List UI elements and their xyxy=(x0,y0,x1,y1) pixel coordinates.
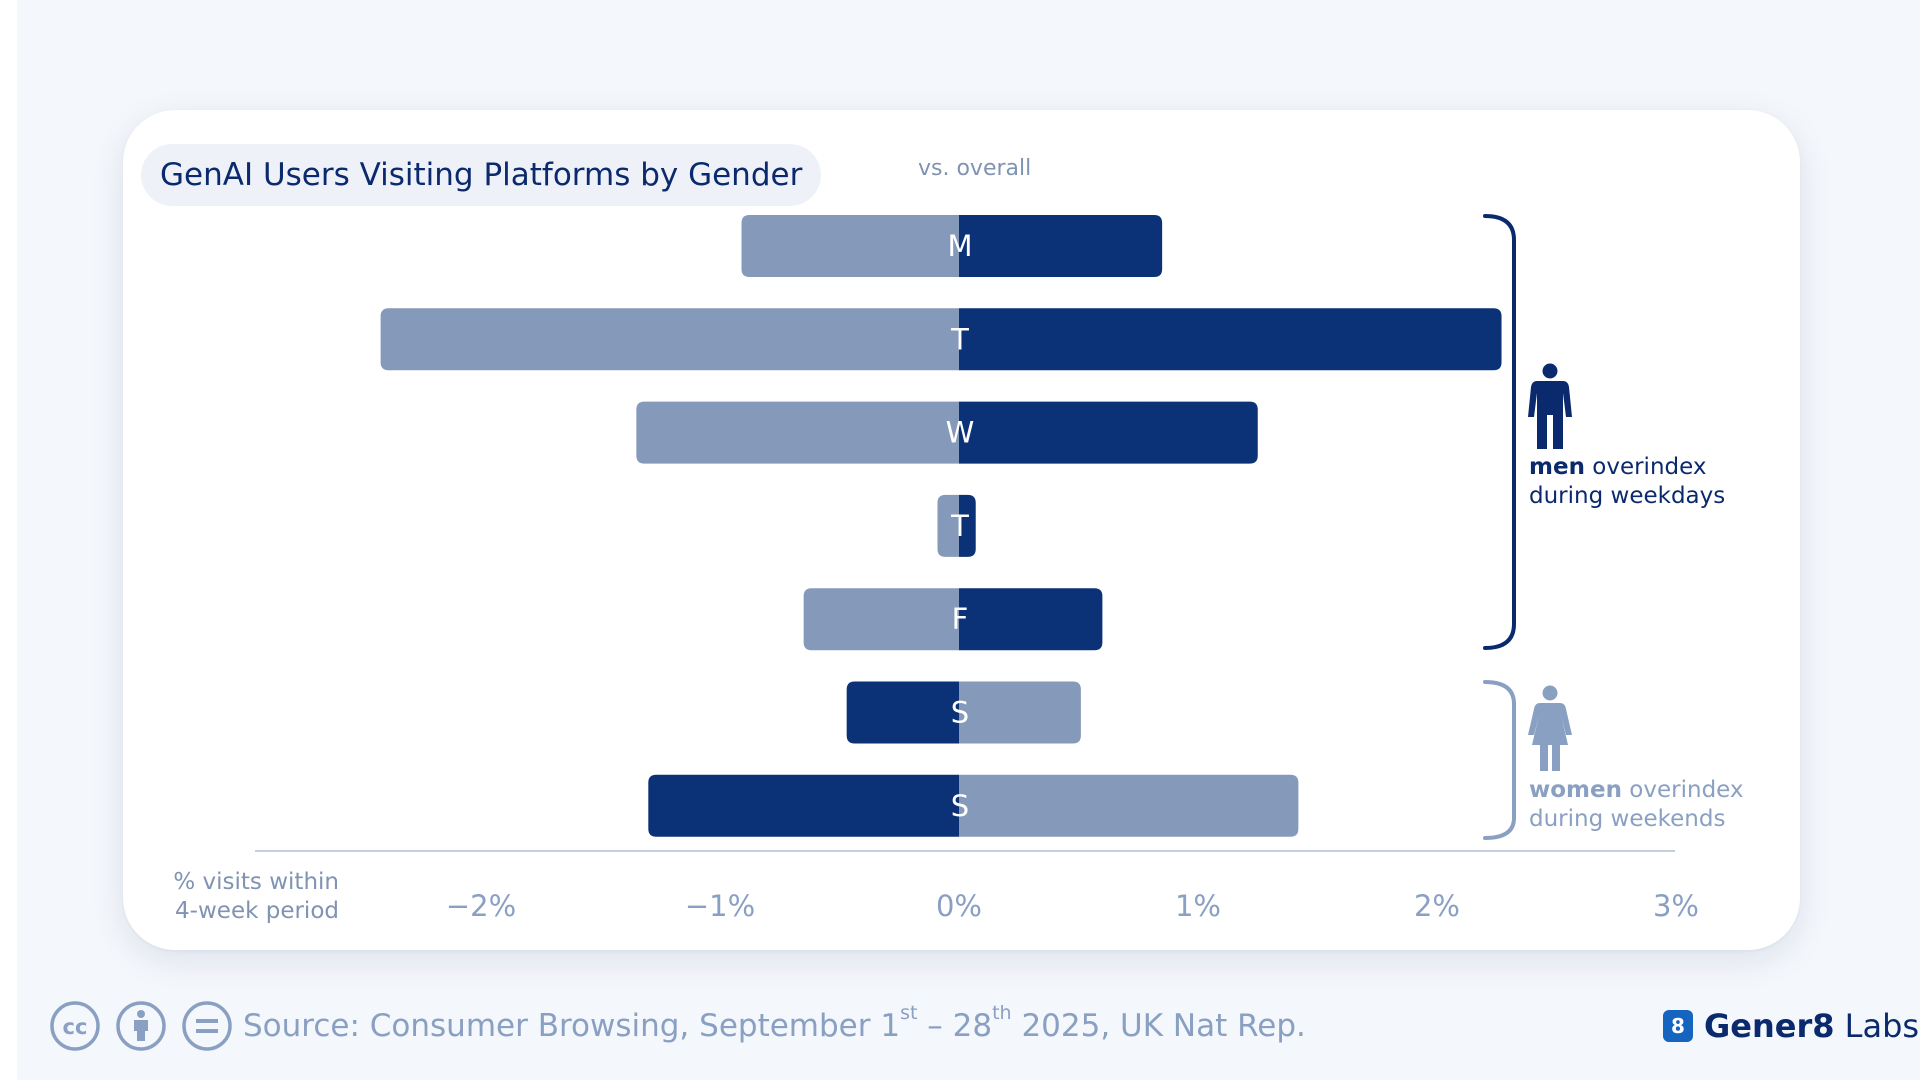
day-label-2: T xyxy=(950,322,969,356)
woman-icon xyxy=(1528,685,1572,771)
bar-women-1 xyxy=(741,215,959,277)
footer: cc Source: Consumer Browsing, September … xyxy=(49,999,1306,1053)
bar-women-6 xyxy=(959,681,1081,744)
bar-men-4 xyxy=(959,494,976,557)
brand-name-rest: Labs xyxy=(1834,1007,1920,1045)
no-derivatives-icon[interactable] xyxy=(181,1000,233,1052)
day-label-5: F xyxy=(952,602,969,636)
day-label-4: T xyxy=(950,509,969,543)
bar-men-2 xyxy=(959,308,1502,371)
day-label-1: M xyxy=(947,229,972,263)
day-label-6: S xyxy=(951,696,969,730)
man-icon xyxy=(1528,363,1572,449)
day-label-7: S xyxy=(951,789,969,823)
bar-women-2 xyxy=(380,308,959,371)
brand-name-bold: Gener8 xyxy=(1704,1007,1835,1045)
weekday-bracket xyxy=(1483,214,1516,650)
bar-women-4 xyxy=(937,494,959,557)
brand-logo[interactable]: 8 Gener8 Labs xyxy=(1663,1006,1919,1046)
x-tick-label: −2% xyxy=(446,889,516,923)
weekend-bracket xyxy=(1483,680,1516,840)
source-prefix: Source: Consumer Browsing, September 1 xyxy=(243,1008,901,1044)
bar-women-7 xyxy=(959,774,1299,837)
x-tick-label: −1% xyxy=(685,889,755,923)
women-annotation: women overindex during weekends xyxy=(1529,776,1744,834)
svg-text:cc: cc xyxy=(63,1015,88,1039)
brand-name: Gener8 Labs xyxy=(1704,1007,1919,1045)
page-left-strip xyxy=(0,0,17,1080)
women-annotation-rest: overindex xyxy=(1622,777,1744,803)
men-annotation: men overindex during weekdays xyxy=(1529,453,1725,511)
bar-men-3 xyxy=(959,401,1258,464)
bar-men-6 xyxy=(846,681,959,744)
men-annotation-line2: during weekdays xyxy=(1529,483,1726,509)
men-annotation-rest: overindex xyxy=(1584,454,1707,480)
source-note: Source: Consumer Browsing, September 1st… xyxy=(243,1004,1306,1045)
chart-subtitle: vs. overall xyxy=(918,156,1032,181)
women-annotation-bold: women xyxy=(1529,777,1622,803)
source-mid: – 28 xyxy=(917,1008,993,1044)
women-annotation-line2: during weekends xyxy=(1529,806,1726,832)
x-tick-label: 0% xyxy=(936,889,982,923)
source-sup-2: th xyxy=(992,1002,1012,1024)
day-label-3: W xyxy=(946,416,975,450)
x-axis-title-line-1: % visits within xyxy=(173,869,339,895)
bar-women-3 xyxy=(636,401,959,464)
bar-men-5 xyxy=(959,588,1103,651)
x-tick-label: 1% xyxy=(1175,889,1221,923)
source-sup-1: st xyxy=(900,1002,918,1024)
creative-commons-icon[interactable]: cc xyxy=(49,1000,101,1052)
x-axis-title-line-2: 4-week period xyxy=(175,898,339,924)
chart-title: GenAI Users Visiting Platforms by Gender xyxy=(141,144,822,206)
bar-men-7 xyxy=(648,774,959,837)
x-tick-label: 3% xyxy=(1653,889,1699,923)
bar-men-1 xyxy=(959,215,1163,277)
x-tick-label: 2% xyxy=(1414,889,1460,923)
brand-mark-icon: 8 xyxy=(1663,1010,1693,1042)
attribution-icon[interactable] xyxy=(115,1000,167,1052)
men-annotation-bold: men xyxy=(1529,454,1585,480)
bar-women-5 xyxy=(803,588,959,651)
source-suffix: 2025, UK Nat Rep. xyxy=(1011,1008,1306,1044)
